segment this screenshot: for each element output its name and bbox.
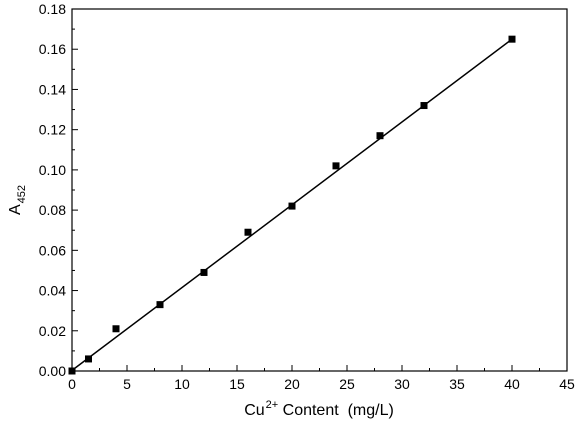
- y-axis-title-base: A: [7, 204, 24, 215]
- y-tick-label: 0.06: [39, 242, 66, 258]
- x-axis-title-superscript: 2+: [266, 399, 279, 411]
- x-tick-label: 40: [504, 376, 520, 392]
- data-point: [420, 102, 428, 110]
- y-axis-title: A452: [7, 185, 28, 215]
- x-tick-labels: 0 5 10 15 20 25 30 35 40 45: [68, 376, 575, 392]
- data-point: [112, 325, 120, 333]
- y-tick-labels: 0.00 0.02 0.04 0.06 0.08 0.10 0.12 0.14 0.16 0.18: [39, 1, 66, 379]
- x-tick-label: 35: [449, 376, 465, 392]
- y-tick-label: 0.14: [39, 81, 66, 97]
- data-point: [508, 35, 516, 43]
- y-tick-label: 0.18: [39, 1, 66, 17]
- plot-frame: [71, 8, 568, 372]
- data-point: [156, 301, 164, 309]
- y-tick-label: 0.04: [39, 283, 66, 299]
- x-tick-label: 15: [229, 376, 245, 392]
- data-point: [85, 355, 92, 363]
- x-tick-label: 20: [284, 376, 300, 392]
- x-tick-label: 25: [339, 376, 355, 392]
- y-tick-label: 0.00: [39, 363, 66, 379]
- x-tick-label: 30: [394, 376, 410, 392]
- data-point: [376, 132, 384, 140]
- x-axis-title-rest: Content (mg/L): [278, 402, 394, 419]
- data-point: [288, 202, 296, 210]
- x-tick-label: 45: [559, 376, 575, 392]
- data-point: [244, 228, 252, 236]
- data-point: [332, 162, 340, 170]
- y-axis-title-subscript: 452: [16, 185, 28, 203]
- y-tick-label: 0.10: [39, 162, 66, 178]
- y-tick-label: 0.16: [39, 41, 66, 57]
- x-tick-label: 10: [174, 376, 190, 392]
- y-tick-label: 0.12: [39, 122, 66, 138]
- data-point: [200, 268, 208, 276]
- x-axis-title: Cu2+ Content (mg/L): [244, 399, 394, 419]
- x-tick-label: 0: [68, 376, 76, 392]
- y-tick-label: 0.08: [39, 202, 66, 218]
- y-tick-label: 0.02: [39, 323, 66, 339]
- x-axis-title-base: Cu: [244, 402, 264, 419]
- x-tick-label: 5: [123, 376, 131, 392]
